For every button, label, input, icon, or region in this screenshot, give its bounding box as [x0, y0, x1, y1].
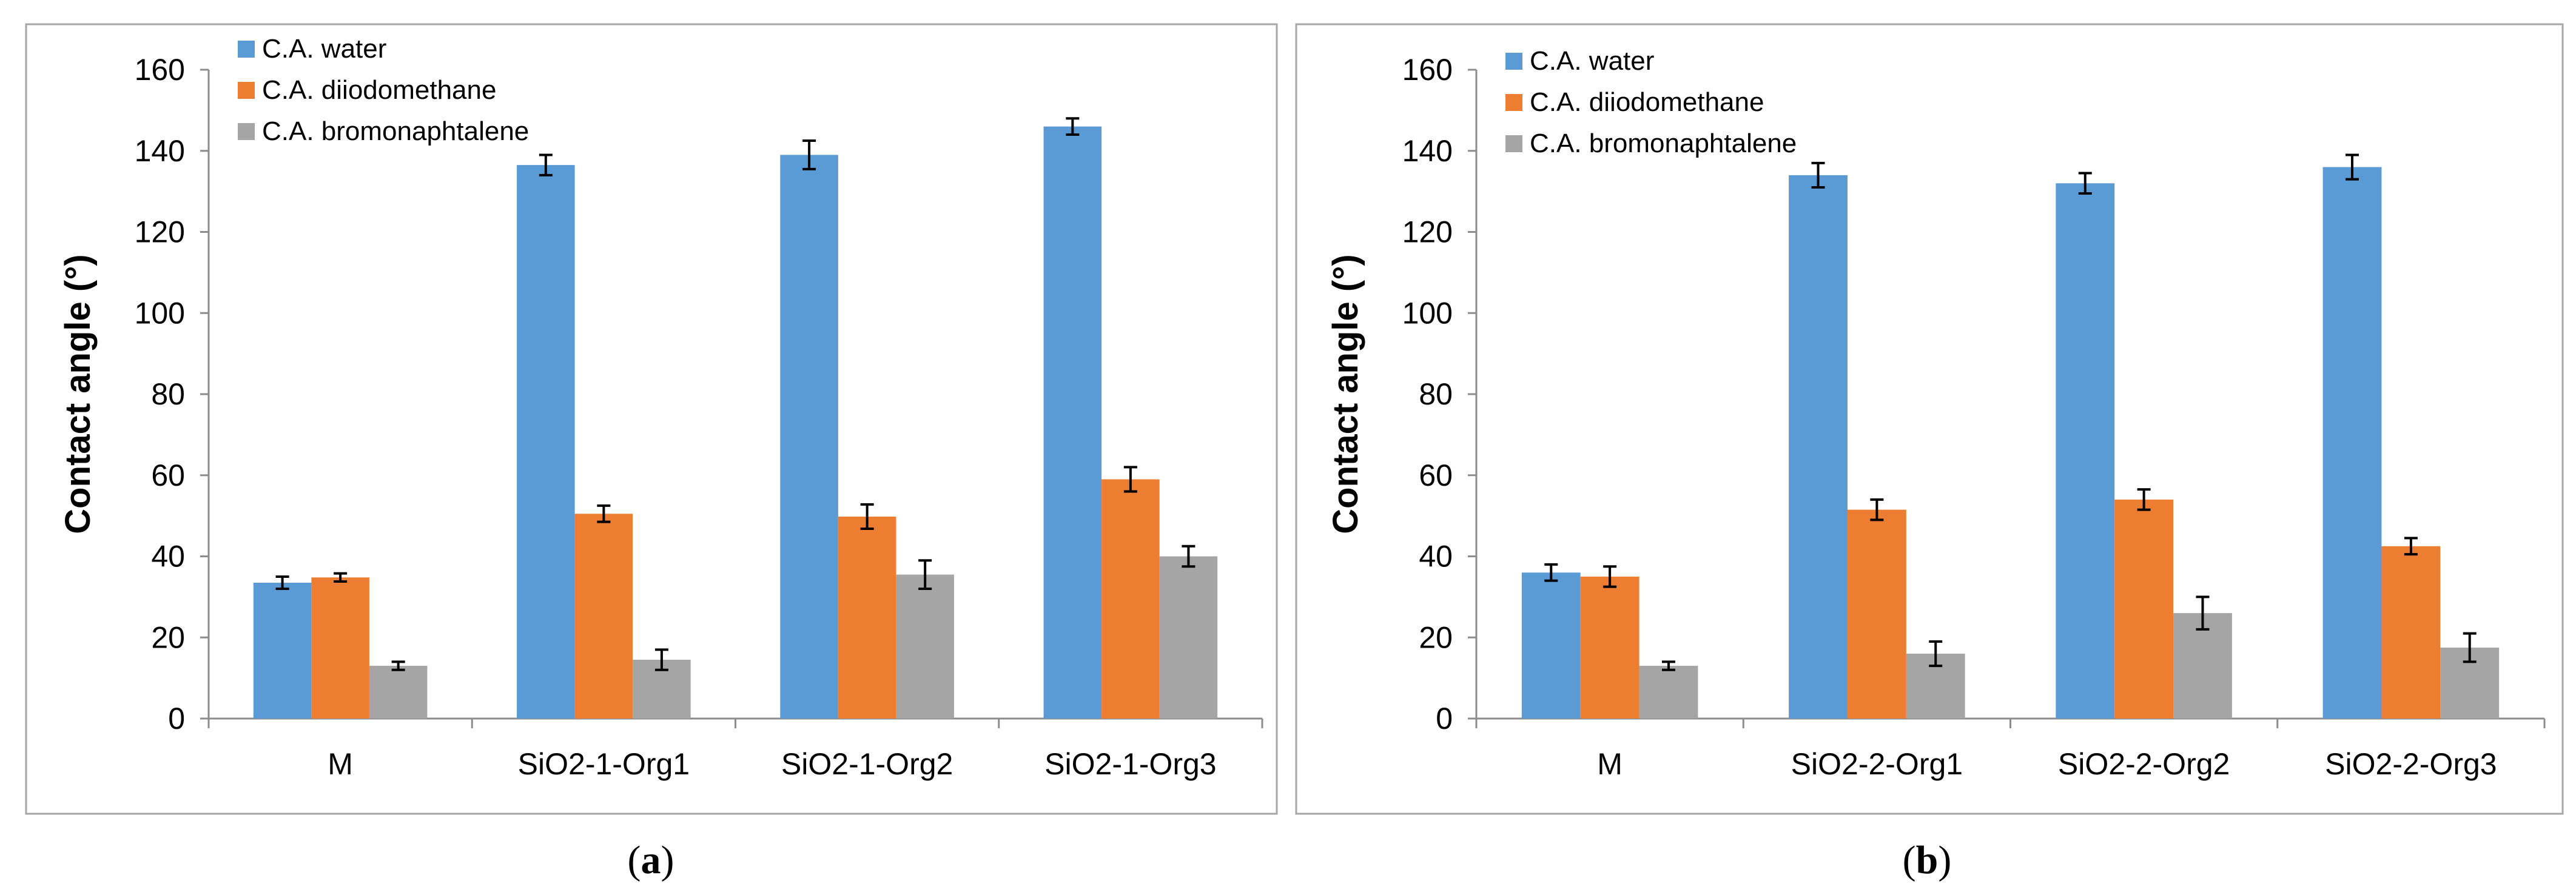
panel-a-bar [369, 666, 428, 719]
panel-a-y-tick-label: 140 [135, 134, 185, 168]
panel-b-legend-swatch [1505, 94, 1522, 111]
panel-b-bar [2173, 613, 2232, 719]
panel-a-bar [1043, 126, 1102, 719]
panel-a-legend-label: C.A. diiodomethane [262, 75, 496, 105]
panel-a-bar [253, 582, 312, 719]
panel-b-bar [1521, 572, 1581, 719]
panel-a-legend-swatch [238, 41, 255, 58]
panel-b-x-category-label: SiO2-2-Org2 [2058, 747, 2230, 781]
panel-b-bar [2056, 183, 2115, 719]
panel-b-x-category-label: SiO2-2-Org1 [1791, 747, 1963, 781]
panel-b-x-category-label: SiO2-2-Org3 [2325, 747, 2497, 781]
panel-a-legend-label: C.A. water [262, 34, 386, 64]
panel-b-bar [2381, 546, 2441, 719]
panel-a-x-category-label: M [328, 747, 353, 781]
panel-a-bar [1101, 479, 1160, 719]
panel-b-bar [2322, 167, 2382, 719]
panel-a-y-axis-title: Contact angle (°) [58, 254, 98, 534]
panel-b-y-tick-label: 80 [1419, 377, 1453, 411]
panel-b-legend-label: C.A. diiodomethane [1530, 87, 1764, 117]
panel-b-y-tick-label: 160 [1402, 53, 1453, 87]
panel-a-legend-swatch [238, 82, 255, 99]
panel-a-legend-label: C.A. bromonaphtalene [262, 116, 529, 146]
panel-b-y-axis-title: Contact angle (°) [1326, 254, 1365, 534]
panel-b-bar [2114, 499, 2174, 719]
panel-a-plot: 0 20 40 60 80 100 120 140 160 Contact angle (°) M S… [58, 34, 1263, 781]
panel-a-bar [1159, 556, 1218, 719]
panel-a-y-tick-label: 0 [168, 702, 185, 736]
panel-b-y-tick-label: 100 [1402, 296, 1453, 330]
panel-a-legend-swatch [238, 123, 255, 140]
panel-b-caption: (b) [1903, 838, 1952, 882]
panel-b-legend-swatch [1505, 135, 1522, 152]
panel-b-x-category-label: M [1597, 747, 1623, 781]
panel-a-bar [780, 155, 838, 719]
panel-a-x-category-label: SiO2-1-Org2 [781, 747, 953, 781]
panel-a-y-tick-label: 160 [135, 53, 185, 87]
panel-b-bar [1847, 509, 1906, 719]
panel-a-y-tick-label: 100 [135, 296, 185, 330]
panel-a-bar [311, 577, 369, 719]
panel-a-y-tick-label: 80 [151, 377, 185, 411]
panel-b-bar [1580, 576, 1639, 719]
panel-a-y-tick-label: 120 [135, 215, 185, 249]
panel-b-y-tick-label: 60 [1419, 458, 1453, 492]
panel-b-legend-label: C.A. water [1530, 46, 1654, 76]
panel-a-x-category-label: SiO2-1-Org1 [518, 747, 690, 781]
chart-panel-a: 0 20 40 60 80 100 120 140 160 Contact angle (°) M S… [25, 23, 1278, 882]
panel-a-y-tick-label: 60 [151, 458, 185, 492]
panel-b-y-tick-label: 140 [1402, 134, 1453, 168]
panel-b-bar [1789, 175, 1848, 719]
panel-a-bar [896, 574, 954, 719]
panel-b-y-tick-label: 0 [1436, 702, 1453, 736]
panel-b-plot: 0 20 40 60 80 100 120 140 160 Contact angle (°) M S… [1326, 46, 2546, 781]
panel-b-legend-swatch [1505, 53, 1522, 70]
panel-a-y-tick-label: 20 [151, 620, 185, 654]
panel-a-y-tick-label: 40 [151, 540, 185, 574]
panel-a-bar [574, 514, 633, 719]
chart-panel-b: 0 20 40 60 80 100 120 140 160 Contact angle (°) M S… [1295, 23, 2564, 882]
panel-a-x-category-label: SiO2-1-Org3 [1044, 747, 1216, 781]
panel-b-y-tick-label: 40 [1419, 540, 1453, 574]
panel-b-bar [1639, 666, 1698, 719]
panel-a-caption: (a) [628, 838, 674, 882]
panel-b-y-tick-label: 20 [1419, 620, 1453, 654]
panel-a-bar [838, 516, 896, 719]
panel-b-y-tick-label: 120 [1402, 215, 1453, 249]
panel-a-bar [517, 165, 575, 719]
panel-b-legend-label: C.A. bromonaphtalene [1530, 129, 1797, 158]
